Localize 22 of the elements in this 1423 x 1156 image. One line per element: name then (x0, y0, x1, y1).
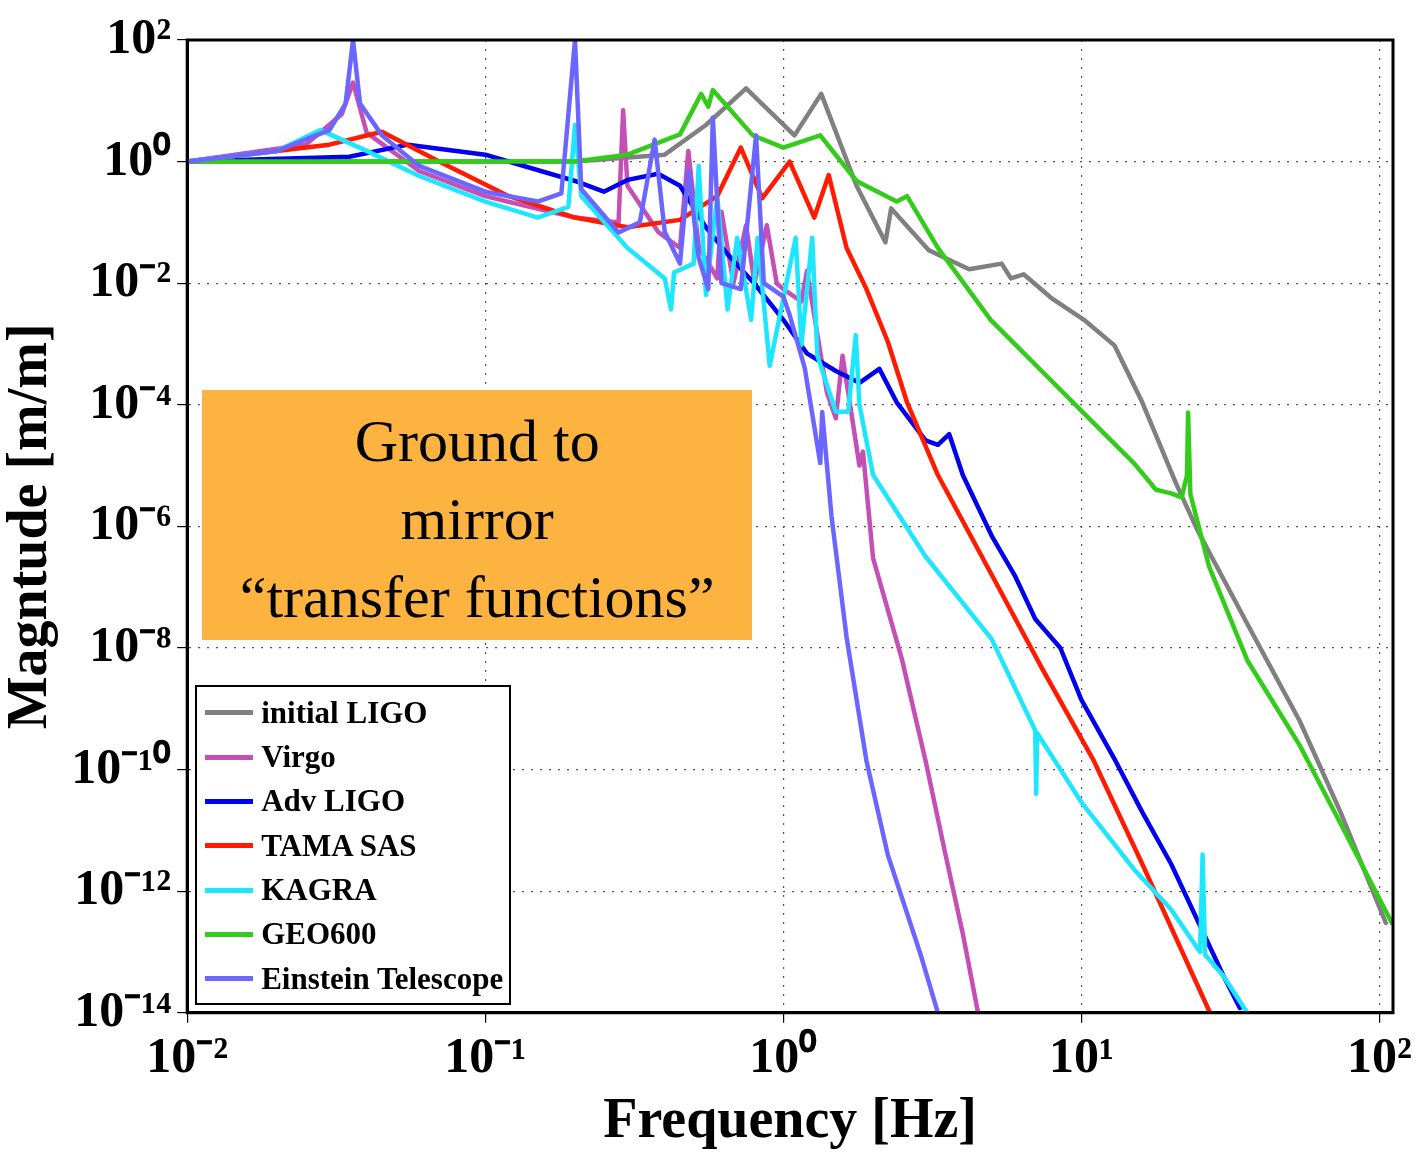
y-tick-label: 10⁻¹⁰ (71, 737, 172, 794)
x-tick-label: 10⁰ (749, 1026, 818, 1083)
annotation: Ground to mirror “transfer functions” (202, 390, 753, 640)
legend-label: Virgo (261, 739, 336, 776)
legend-label: initial LIGO (261, 694, 428, 731)
y-tick-label: 10⁻⁴ (89, 372, 172, 429)
y-tick-label: 10⁰ (103, 129, 172, 186)
y-tick-label: 10⁻² (89, 251, 172, 308)
y-tick-label: 10⁻⁶ (89, 494, 172, 551)
x-axis-title: Frequency [Hz] (603, 1086, 977, 1149)
legend-label: Adv LIGO (261, 783, 406, 820)
legend-label: KAGRA (261, 872, 377, 909)
legend-label: GEO600 (261, 916, 377, 953)
y-axis-title: Magntude [m/m] (0, 323, 59, 730)
y-tick-label: 10² (106, 7, 172, 64)
legend-label: Einstein Telescope (261, 960, 504, 997)
x-tick-label: 10² (1346, 1026, 1412, 1083)
y-tick-label: 10⁻⁸ (89, 615, 172, 672)
y-tick-label: 10⁻¹² (74, 859, 172, 916)
x-tick-label: 10¹ (1048, 1026, 1114, 1083)
x-tick-label: 10⁻¹ (444, 1026, 527, 1083)
legend-label: TAMA SAS (261, 827, 417, 864)
